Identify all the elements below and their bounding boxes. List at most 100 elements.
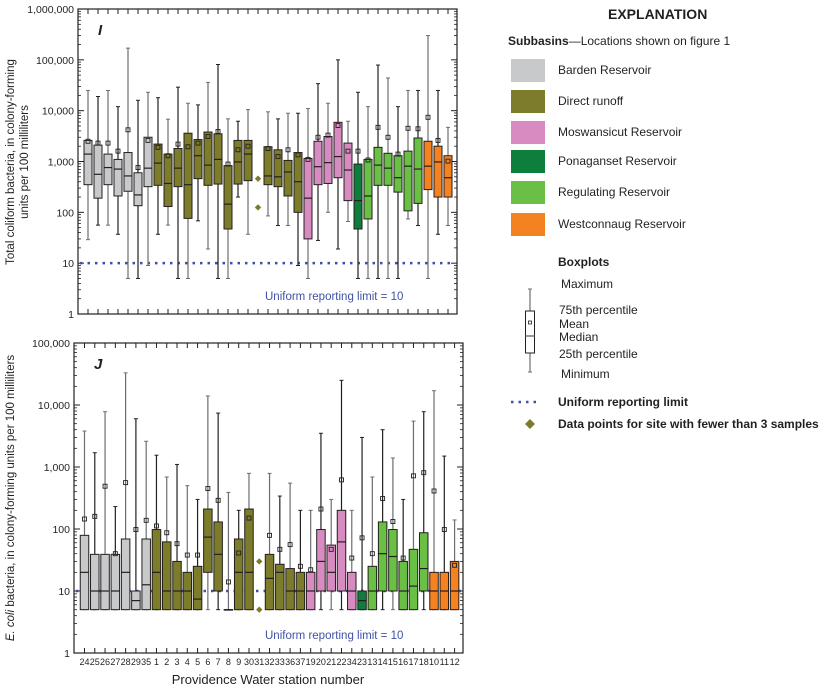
mean-marker [275,154,281,160]
box [293,152,303,213]
box-station-4 [182,485,193,611]
box-station-13 [367,476,378,611]
mean-marker [277,546,283,552]
mean-marker [145,137,151,143]
x-tick-label: 21 [326,657,336,667]
y-tick-label: 10,000 [38,400,70,412]
box [213,521,223,592]
y-axis-title-line1: Total coliform bacteria, in colony-formi… [5,59,17,265]
mean-marker [380,496,386,501]
plot-frame [73,342,464,654]
box-station-27 [110,506,121,611]
mean-marker [325,132,331,138]
mean-marker [225,161,231,167]
box-station-10 [429,390,439,611]
legend-label: Barden Reservoir [558,63,651,77]
mean-marker [335,123,341,128]
mean-marker [295,152,301,158]
mean-marker [365,157,371,163]
mean-marker [285,147,291,153]
box [316,529,326,592]
x-tick-label: 7 [216,657,221,667]
box-station-26 [103,89,113,226]
subbasins-heading-bold: Subbasins [508,34,569,48]
data-point [256,558,263,565]
box [113,158,123,197]
boxplot-label-mean: Mean [559,317,589,331]
box-station-25 [93,95,103,226]
box [383,152,393,186]
mean-marker [225,579,231,585]
box [313,140,323,186]
box [403,150,413,212]
box [83,139,93,186]
data-point [254,175,262,182]
x-tick-label: 18 [419,657,429,667]
box-station-33 [275,495,285,611]
box-station-2 [161,476,172,611]
box [120,538,131,611]
box-station-11 [439,455,450,611]
box [443,155,453,198]
box [285,568,295,611]
boxplot-label-q3: 75th percentile [559,303,638,317]
box [323,136,333,184]
reporting-limit-label: Uniform reporting limit = 10 [265,291,403,303]
box [90,553,100,611]
boxplot-label-max: Maximum [561,277,613,291]
mean-marker [123,480,129,486]
y-tick-label: 1,000,000 [27,4,74,16]
subbasins-note: —Locations shown on figure 1 [569,34,731,48]
legend-points-label: Data points for site with fewer than 3 s… [558,417,819,431]
box [203,508,213,573]
panel-label: J [94,356,103,373]
panel-label: I [98,22,103,39]
legend-label: Ponaganset Reservoir [558,154,677,168]
mean-marker [82,516,87,522]
box [275,563,285,611]
y-tick-label: 10,000 [42,106,74,118]
mean-marker [165,153,171,159]
legend-label: Direct runoff [558,94,624,108]
y-tick-label: 1 [68,309,74,321]
box-station-19 [303,108,313,279]
box-station-16 [393,106,403,279]
legend-label: Westconnaug Reservoir [558,217,686,231]
box-station-35 [141,440,151,611]
y-tick-label: 1 [64,648,70,660]
box [333,121,343,179]
mean-marker [328,546,334,552]
box-station-30 [244,472,254,611]
mean-marker [105,140,111,146]
box [103,153,113,186]
x-tick-label: 3 [175,657,180,667]
box [449,560,460,611]
box-station-22 [336,379,347,611]
legend-diamond-icon [525,419,535,429]
mean-marker [174,541,180,547]
y-axis-title-rest: bacteria, in colony-forming units per 10… [5,355,17,610]
box [163,153,173,208]
box-station-2 [163,118,173,226]
x-tick-label: 31 [254,657,264,667]
y-tick-label: 100 [56,207,74,219]
box-station-19 [305,509,316,611]
box-station-21 [323,102,333,213]
panel-i: 1 10 100 1,000 10,000 100,000 1,000,000 Uniform… [27,4,458,321]
box [203,131,213,186]
reporting-limit-label: Uniform reporting limit = 10 [265,630,403,642]
box-station-32 [263,111,273,217]
mean-marker [435,137,441,143]
box-station-34 [347,509,357,611]
box-station-14 [377,429,388,611]
box-station-15 [388,457,398,611]
box [233,538,244,611]
mean-marker [345,148,351,154]
box-station-27 [113,106,123,235]
box [353,163,363,230]
box-station-28 [123,47,133,279]
mean-marker [339,477,344,483]
x-tick-label: 34 [347,657,357,667]
box-station-17 [408,420,419,611]
